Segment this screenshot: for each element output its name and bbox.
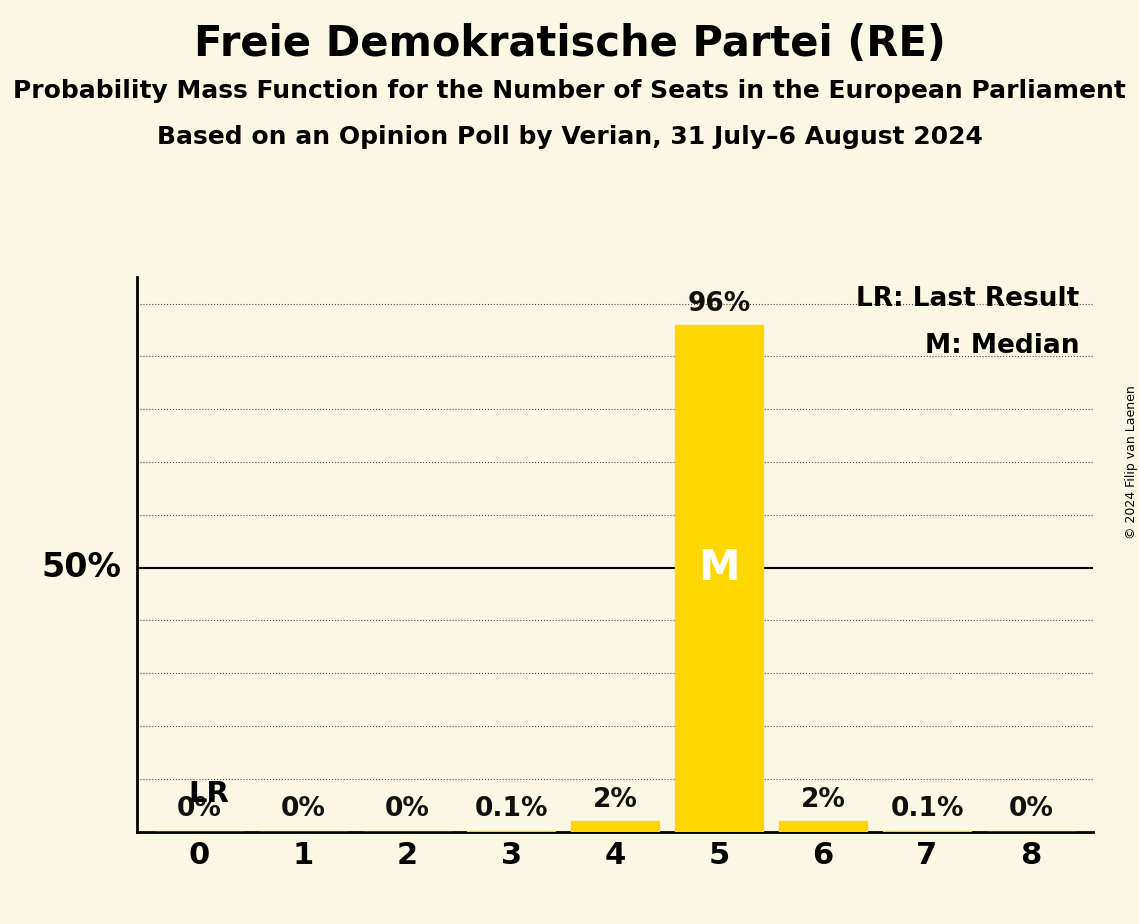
- Text: M: Median: M: Median: [925, 333, 1079, 359]
- Text: Freie Demokratische Partei (RE): Freie Demokratische Partei (RE): [194, 23, 945, 65]
- Text: LR: Last Result: LR: Last Result: [855, 286, 1079, 311]
- Text: Probability Mass Function for the Number of Seats in the European Parliament: Probability Mass Function for the Number…: [13, 79, 1126, 103]
- Text: M: M: [698, 547, 740, 589]
- Text: 0%: 0%: [280, 796, 326, 822]
- Text: 0%: 0%: [1009, 796, 1054, 822]
- Text: 2%: 2%: [592, 787, 638, 813]
- Text: 0.1%: 0.1%: [891, 796, 964, 822]
- Bar: [571, 821, 659, 832]
- Bar: [674, 324, 763, 832]
- Text: 96%: 96%: [688, 291, 751, 317]
- Text: 2%: 2%: [801, 787, 845, 813]
- Text: 0%: 0%: [177, 796, 221, 822]
- Text: Based on an Opinion Poll by Verian, 31 July–6 August 2024: Based on an Opinion Poll by Verian, 31 J…: [156, 125, 983, 149]
- Bar: [779, 821, 867, 832]
- Text: 50%: 50%: [41, 551, 121, 584]
- Text: 0.1%: 0.1%: [474, 796, 548, 822]
- Text: 0%: 0%: [385, 796, 429, 822]
- Text: © 2024 Filip van Laenen: © 2024 Filip van Laenen: [1124, 385, 1138, 539]
- Text: LR: LR: [189, 780, 230, 808]
